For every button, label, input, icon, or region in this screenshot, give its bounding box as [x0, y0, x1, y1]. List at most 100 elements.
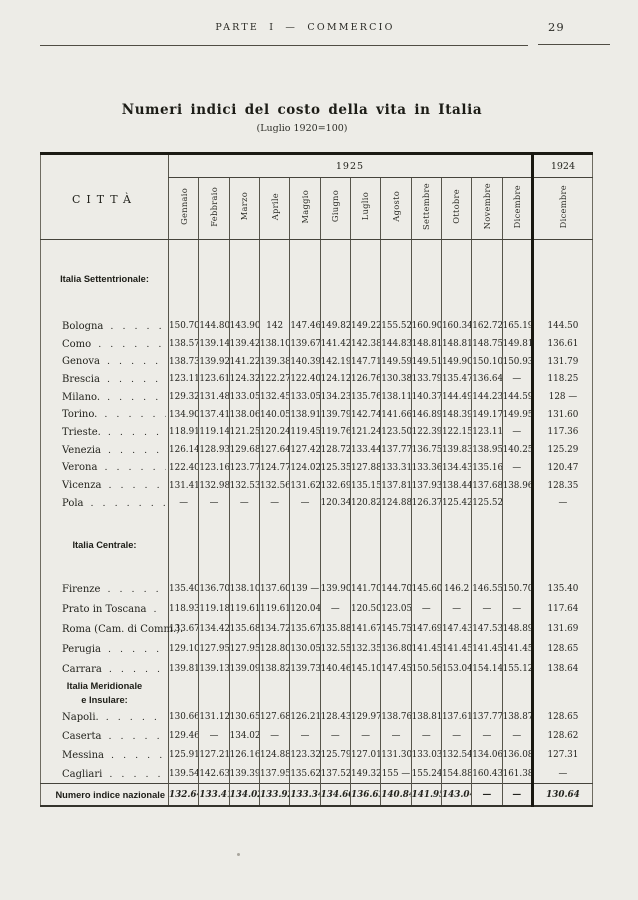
value-cell	[410, 239, 442, 318]
value-cell: 123.11	[471, 423, 503, 442]
value-cell: 140.84	[380, 783, 412, 806]
value-cell	[501, 679, 533, 708]
value-cell: 129.68	[228, 441, 260, 459]
dot-leader	[97, 462, 166, 473]
month-header: Maggio	[289, 177, 321, 240]
value-cell: 148.75	[471, 335, 503, 353]
city-name: Napoli.	[62, 711, 99, 723]
city-label-cell: Verona	[41, 459, 169, 477]
value-cell	[471, 239, 503, 318]
value-cell: 130.65	[228, 707, 260, 727]
value-cell: 140.25	[501, 441, 533, 459]
value-dec-1924: 125.29	[530, 441, 593, 459]
value-cell: 127.95	[228, 639, 260, 660]
city-name: Carrara	[62, 663, 102, 675]
value-cell: —	[319, 599, 351, 620]
value-cell: —	[289, 726, 321, 746]
value-cell: 122.15	[440, 423, 472, 442]
value-cell: 155.52	[380, 317, 412, 336]
value-cell: —	[501, 423, 533, 442]
value-cell: 123.16	[198, 459, 230, 477]
value-cell: 139.38	[258, 352, 290, 371]
value-cell: 150.56	[410, 659, 442, 680]
value-cell: —	[410, 726, 442, 746]
value-cell: 133.41	[198, 783, 230, 806]
value-cell: 161.38	[501, 764, 533, 784]
value-dec-1924: 117.36	[530, 423, 593, 442]
dot-leader	[103, 321, 166, 332]
city-label: Venezia	[41, 445, 168, 456]
value-cell: 142.19	[319, 352, 351, 371]
value-cell: 123.32	[289, 745, 321, 765]
value-dec-1924: 144.50	[530, 317, 593, 336]
value-cell	[349, 239, 381, 318]
section-label: Italia Settentrionale:	[41, 240, 169, 318]
value-cell: 160.90	[410, 317, 442, 336]
value-cell: 124.32	[228, 370, 260, 389]
value-cell: 133.44	[349, 441, 381, 459]
value-cell: 134.42	[198, 619, 230, 640]
city-name: Bologna	[62, 320, 104, 332]
value-cell: —	[501, 599, 533, 620]
value-cell: 138.57	[167, 335, 199, 353]
value-cell: 137.81	[380, 476, 412, 495]
value-cell: 127.95	[198, 639, 230, 660]
dot-leader	[91, 339, 166, 350]
city-label: Caserta	[41, 731, 168, 742]
value-cell: 138.82	[258, 659, 290, 680]
value-cell: 138.96	[501, 476, 533, 495]
city-label-cell: Brescia	[41, 371, 169, 389]
city-name: Como	[62, 338, 92, 350]
value-cell: 120.82	[349, 494, 381, 513]
month-header: Gennaio	[167, 177, 199, 240]
value-cell: 148.81	[440, 335, 472, 353]
value-dec-1924: 138.64	[530, 659, 593, 680]
value-cell: 138.44	[440, 476, 472, 495]
value-dec-1924: 120.47	[530, 459, 593, 477]
national-index-row: Numero indice nazionale132.64133.41134.0…	[40, 783, 593, 806]
city-name: Brescia	[62, 373, 100, 385]
value-cell: 146.89	[410, 405, 442, 424]
value-cell: 132.53	[228, 476, 260, 495]
month-header: Giugno	[319, 177, 351, 240]
value-cell: 138.95	[471, 441, 503, 459]
value-cell: 136.80	[380, 639, 412, 660]
value-cell: 142.63	[198, 764, 230, 784]
city-label-cell: Genova	[41, 353, 169, 371]
city-label-cell: Firenze	[41, 579, 169, 599]
city-label: Milano.	[41, 392, 168, 403]
value-cell	[289, 512, 321, 580]
value-cell: 119.18	[198, 599, 230, 620]
value-cell: 122.39	[410, 423, 442, 442]
dot-leader	[100, 356, 166, 367]
value-cell: 133.79	[410, 370, 442, 389]
value-cell: 139.83	[440, 441, 472, 459]
value-cell: 121.25	[228, 423, 260, 442]
page-number: 29	[548, 20, 565, 34]
value-cell: 138.91	[289, 405, 321, 424]
value-cell: 126.21	[289, 707, 321, 727]
value-dec-1924: 128 —	[530, 388, 593, 406]
value-cell: 133.92	[258, 783, 290, 806]
value-cell: 127.21	[198, 745, 230, 765]
month-label: Ottobre	[451, 189, 462, 224]
value-cell: 137.95	[258, 764, 290, 784]
section-label-line: Italia Centrale:	[72, 540, 137, 551]
city-label-cell: Venezia	[41, 441, 169, 459]
month-label: Giugno	[330, 190, 341, 223]
dot-leader	[101, 731, 166, 742]
value-cell: 160.34	[440, 317, 472, 336]
value-cell: 118.91	[167, 423, 199, 442]
month-label: Dicembre	[557, 184, 568, 229]
value-cell: 148.39	[440, 405, 472, 424]
city-name: Roma (Cam. di Comm.).	[62, 623, 184, 635]
value-cell: —	[319, 726, 351, 746]
dot-leader	[147, 604, 166, 615]
city-label-cell: Pola	[41, 494, 169, 512]
value-cell: 119.14	[198, 423, 230, 442]
month-header: Luglio	[349, 177, 381, 240]
value-cell: 149.82	[319, 317, 351, 336]
value-cell: 162.72	[471, 317, 503, 336]
value-cell: 133.34	[289, 783, 321, 806]
value-cell: 137.77	[380, 441, 412, 459]
